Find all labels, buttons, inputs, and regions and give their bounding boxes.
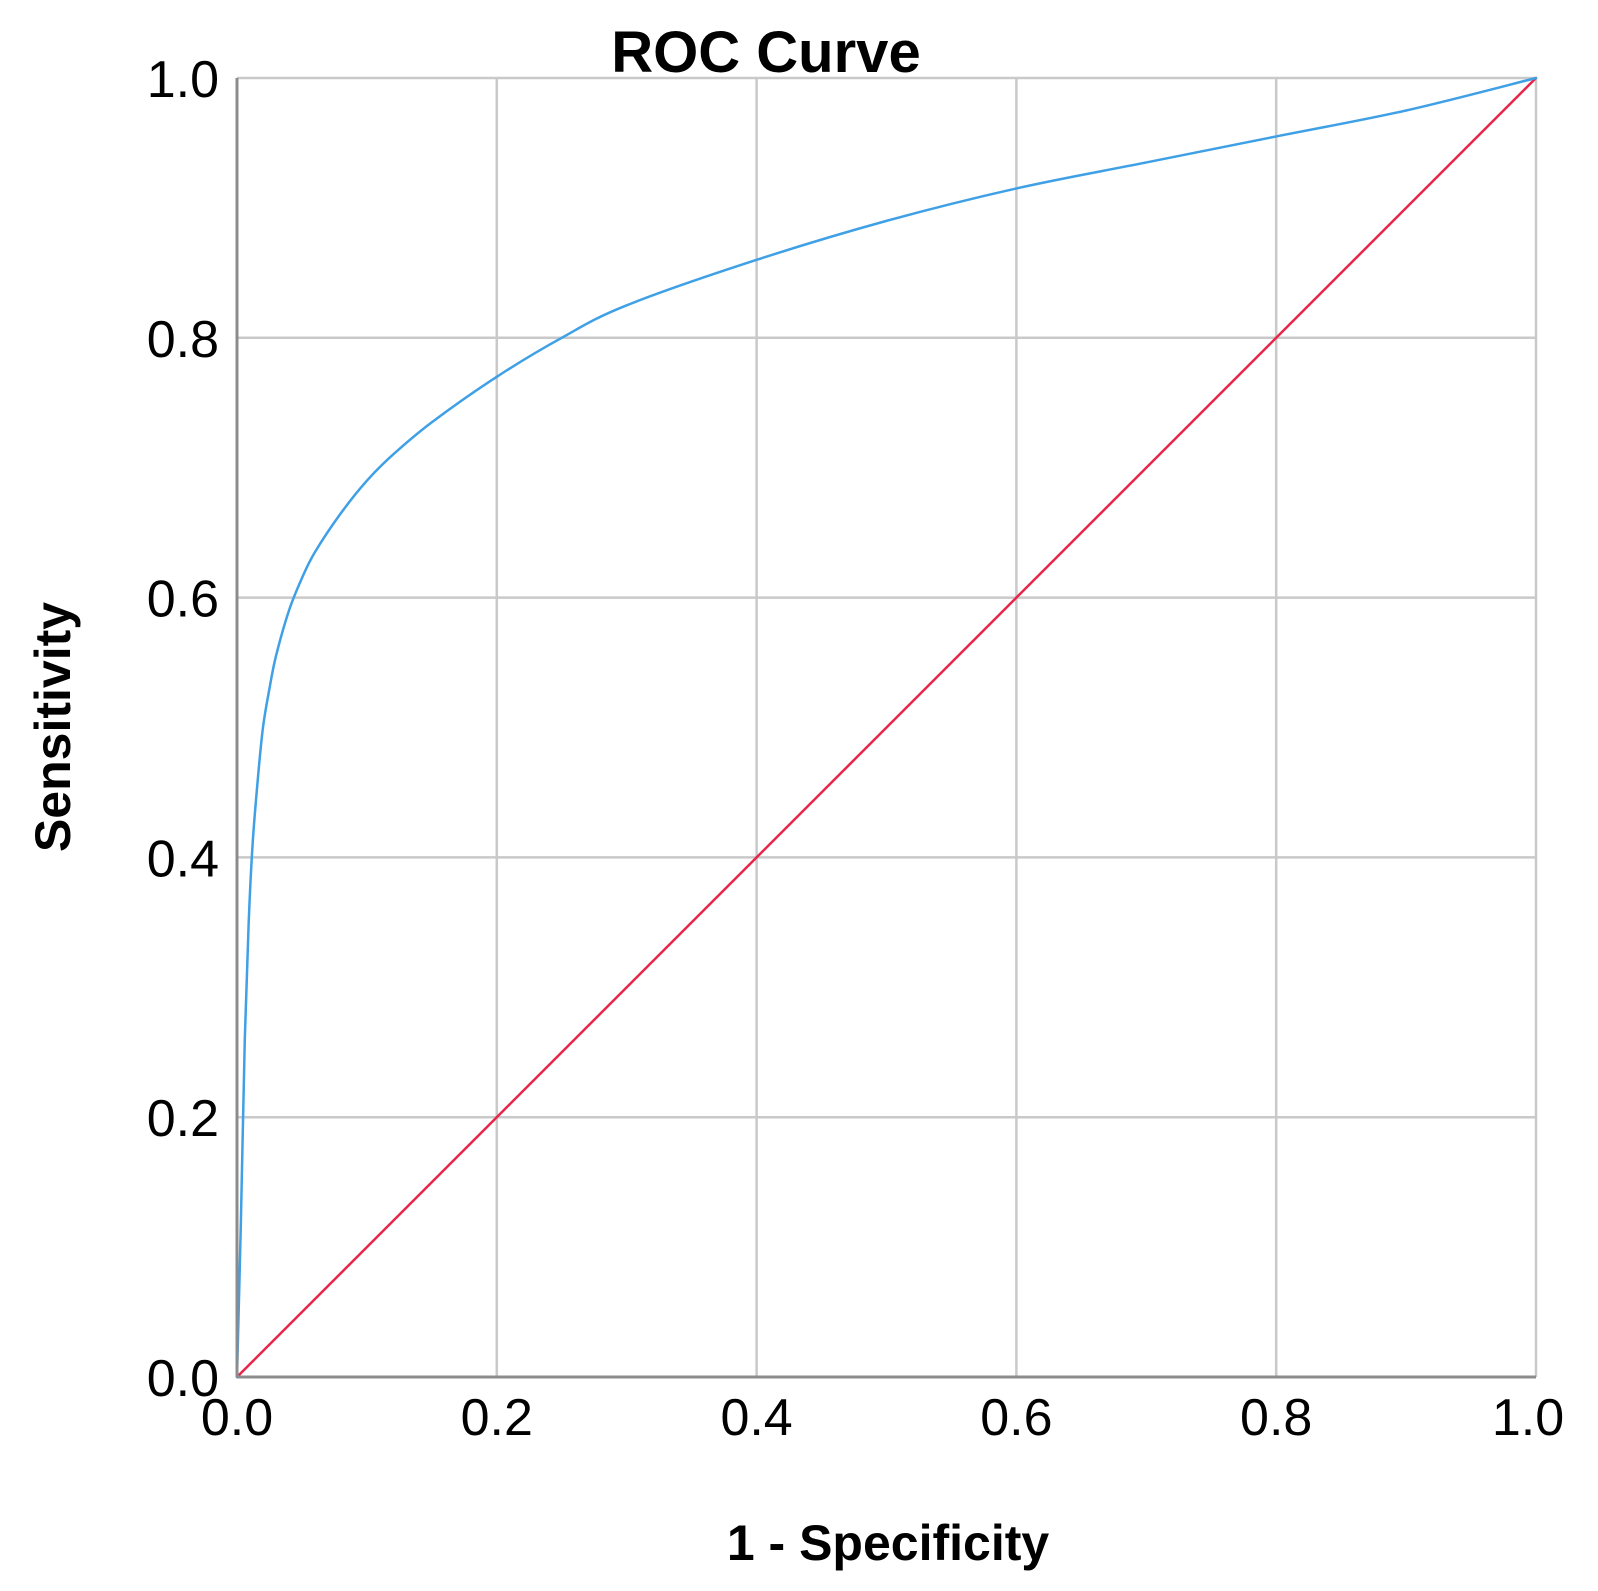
y-tick-label: 0.2: [147, 1090, 219, 1148]
x-axis-label: 1 - Specificity: [727, 1515, 1050, 1571]
series-group: [235, 76, 1538, 1379]
x-tick-label: 0.6: [980, 1389, 1052, 1447]
x-tick-label: 1.0: [1492, 1389, 1564, 1447]
y-tick-labels: 0.0 0.2 0.4 0.6 0.8 1.0: [147, 51, 219, 1408]
y-axis-label: Sensitivity: [25, 602, 81, 852]
x-tick-label: 0.8: [1240, 1389, 1312, 1447]
y-tick-label: 0.0: [147, 1350, 219, 1408]
y-tick-label: 1.0: [147, 51, 219, 109]
y-tick-label: 0.8: [147, 311, 219, 369]
y-tick-label: 0.4: [147, 830, 219, 888]
y-tick-label: 0.6: [147, 571, 219, 629]
grid: [237, 78, 1536, 1377]
x-tick-label: 0.2: [461, 1389, 533, 1447]
x-tick-label: 0.4: [720, 1389, 792, 1447]
reference-line-line: [235, 76, 1538, 1379]
roc-curve-line: [235, 76, 1538, 1379]
x-tick-label: 0.0: [201, 1389, 273, 1447]
chart-title: ROC Curve: [611, 20, 920, 85]
x-tick-labels: 0.0 0.2 0.4 0.6 0.8 1.0: [201, 1389, 1564, 1447]
